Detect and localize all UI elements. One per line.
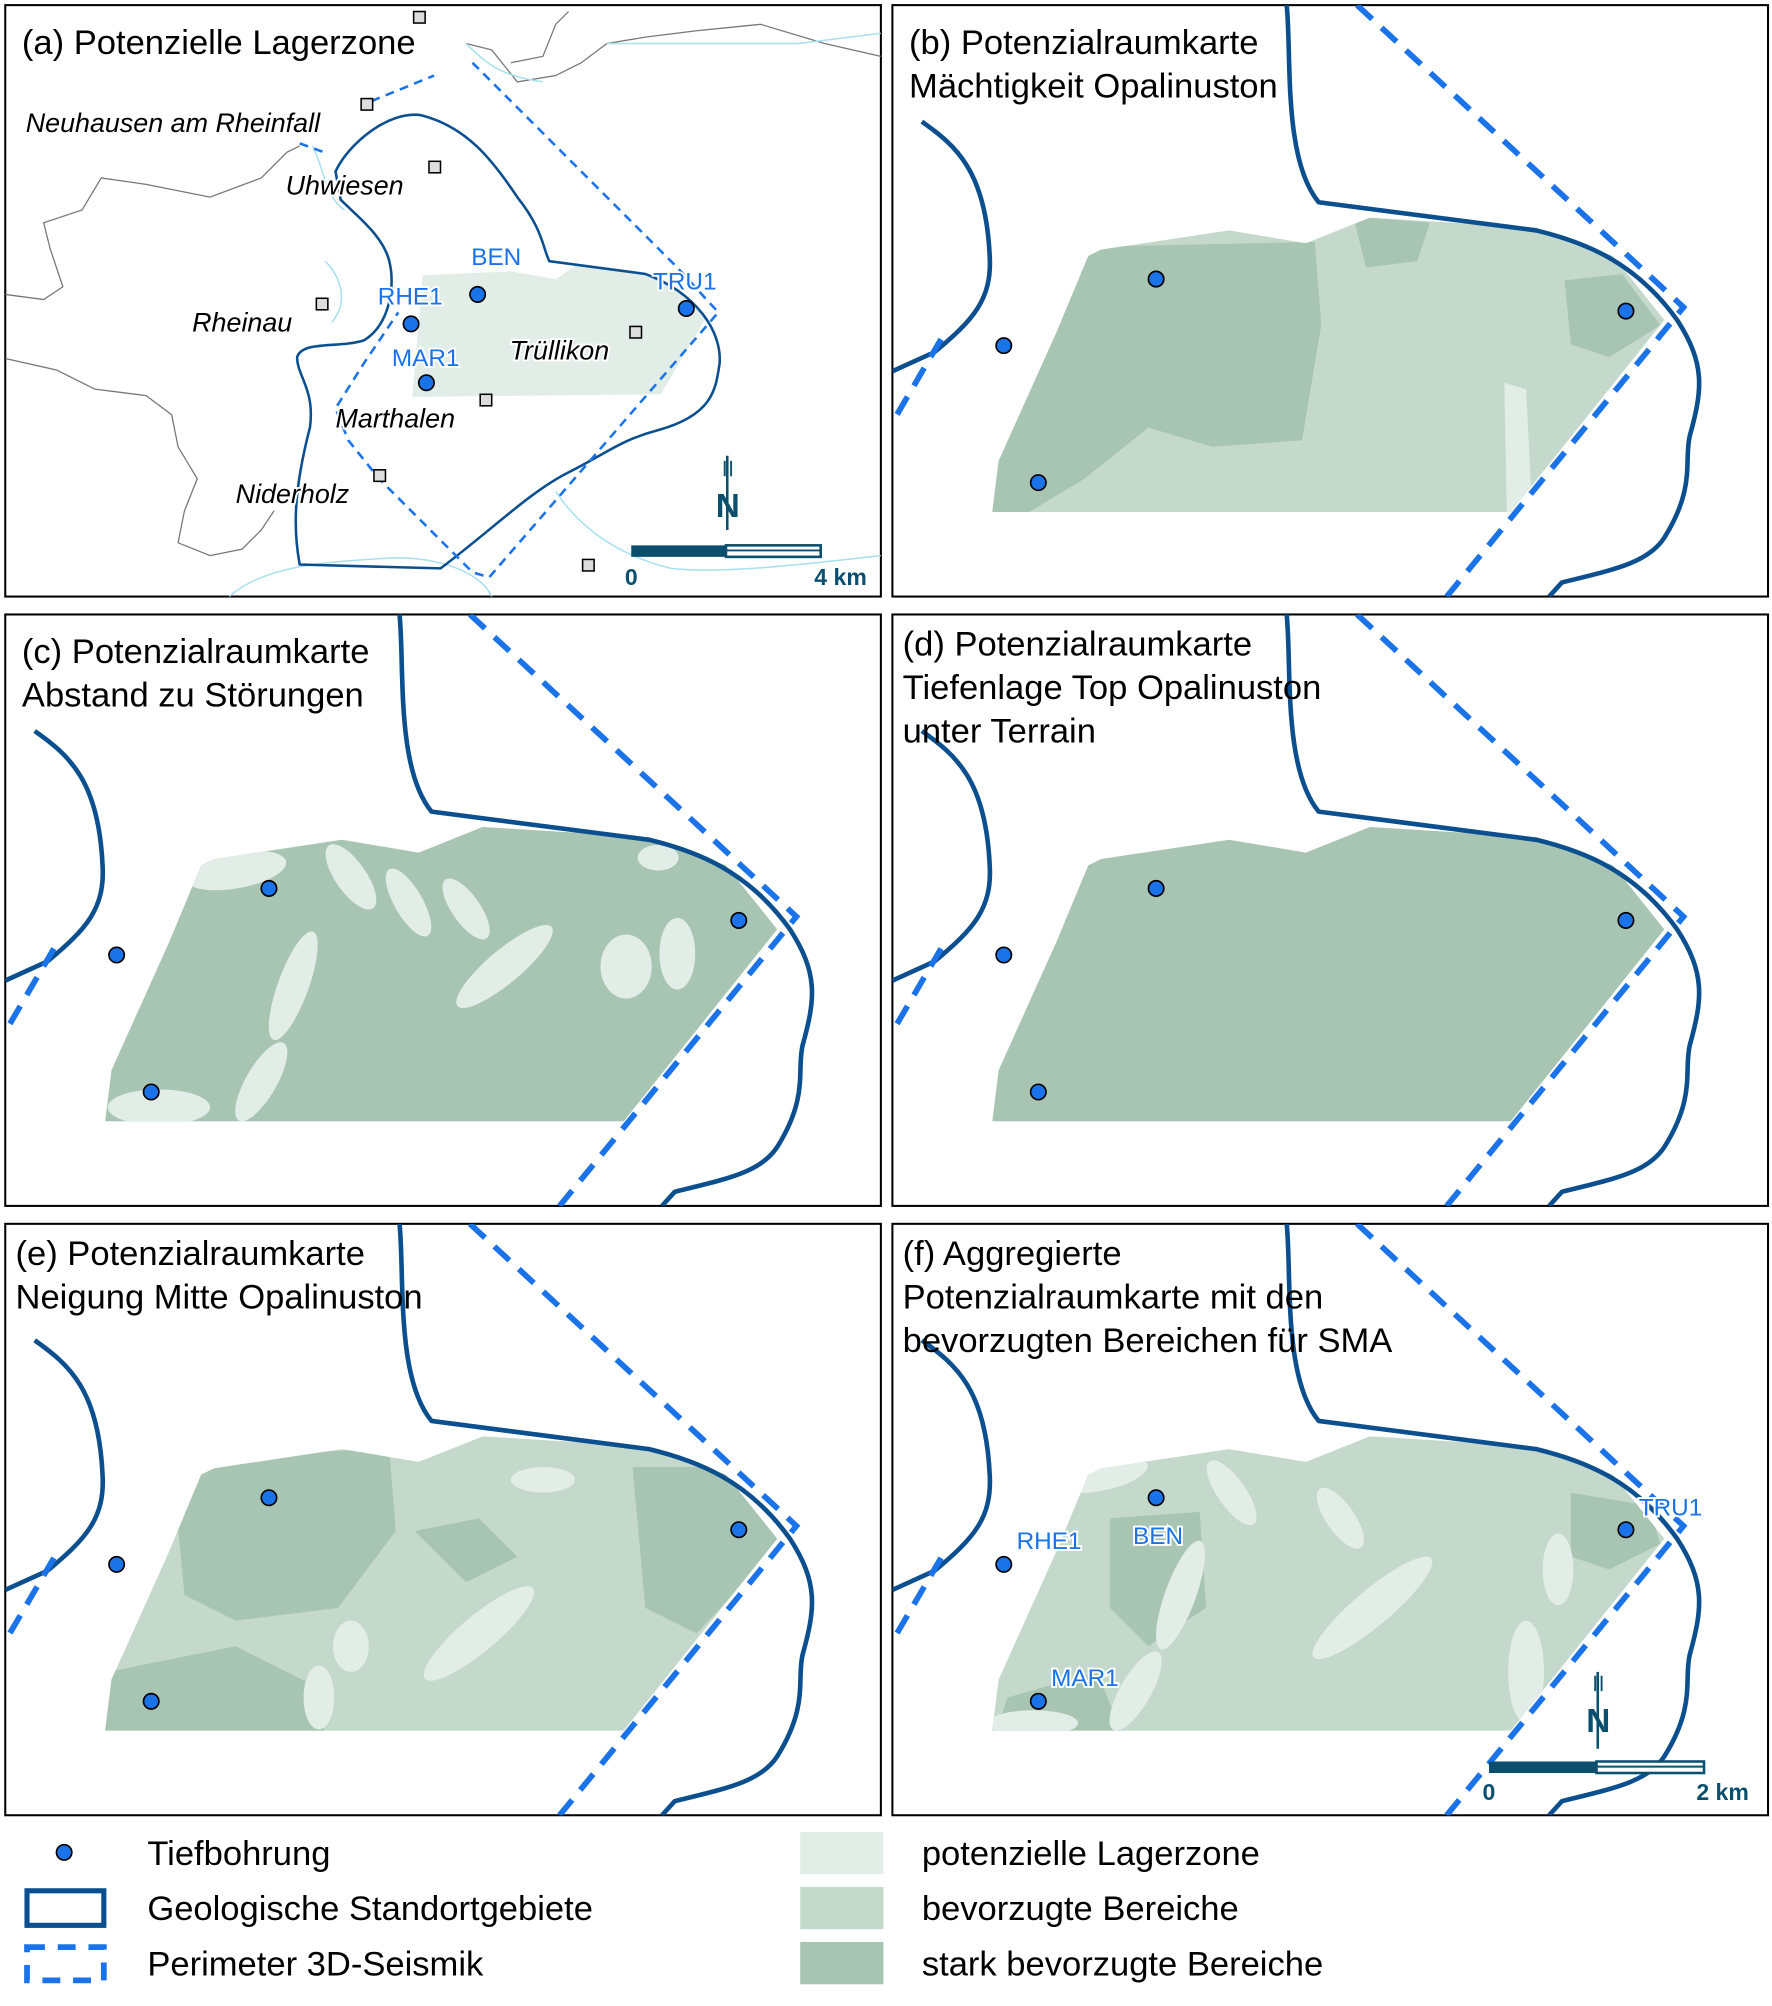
svg-text:0: 0 bbox=[1483, 1779, 1496, 1805]
country-border bbox=[5, 11, 881, 557]
light-swatch-icon bbox=[800, 1831, 884, 1875]
panel-title: (d) Potenzialraumkarte bbox=[903, 625, 1252, 663]
north-arrow-icon: N bbox=[1586, 1671, 1610, 1749]
place-label: Trüllikon bbox=[510, 336, 610, 366]
perimeter-3d-seismic bbox=[299, 61, 721, 579]
north-arrow-icon: N bbox=[716, 455, 740, 530]
borehole-label: TRU1 bbox=[1639, 1495, 1703, 1522]
borehole-label: RHE1 bbox=[1017, 1528, 1082, 1555]
panel-b: (b) Potenzialraumkarte Mächtigkeit Opali… bbox=[891, 4, 1770, 598]
legend-label: Geologische Standortgebiete bbox=[147, 1890, 593, 1928]
legend-label: potenzielle Lagerzone bbox=[922, 1835, 1260, 1873]
panel-a: Neuhausen am Rheinfall Uhwiesen Rheinau … bbox=[4, 4, 882, 598]
borehole-label: BEN bbox=[471, 244, 521, 271]
svg-text:N: N bbox=[1586, 1703, 1610, 1740]
panel-title: unter Terrain bbox=[903, 712, 1096, 750]
legend: Tiefbohrung Geologische Standortgebiete … bbox=[24, 1831, 1323, 1985]
legend-label: Tiefbohrung bbox=[147, 1835, 330, 1873]
panel-title: Tiefenlage Top Opalinuston bbox=[903, 669, 1322, 707]
svg-text:4 km: 4 km bbox=[814, 564, 867, 590]
panel-title: Potenzialraumkarte mit den bbox=[903, 1278, 1324, 1316]
geological-siting-region bbox=[294, 113, 721, 570]
panel-title: (b) Potenzialraumkarte bbox=[909, 24, 1258, 62]
boreholes bbox=[402, 285, 695, 392]
villages bbox=[315, 10, 643, 572]
panel-title: Mächtigkeit Opalinuston bbox=[909, 67, 1278, 105]
panel-d: (d) Potenzialraumkarte Tiefenlage Top Op… bbox=[891, 613, 1770, 1207]
svg-text:2 km: 2 km bbox=[1696, 1779, 1749, 1805]
panel-title: Abstand zu Störungen bbox=[22, 677, 364, 715]
panel-f: RHE1 BEN MAR1 TRU1 N 0 2 km (f) Aggregie… bbox=[891, 1222, 1770, 1817]
borehole-label: BEN bbox=[1133, 1523, 1183, 1550]
place-label: Niderholz bbox=[236, 479, 350, 509]
scale-bar: 0 2 km bbox=[1483, 1760, 1749, 1805]
potential-storage-zone bbox=[412, 266, 707, 397]
panel-title: (a) Potenzielle Lagerzone bbox=[22, 24, 416, 62]
place-label: Uhwiesen bbox=[286, 171, 404, 201]
scale-bar: 0 4 km bbox=[625, 544, 867, 590]
borehole-label: MAR1 bbox=[1051, 1665, 1119, 1692]
panel-c: (c) Potenzialraumkarte Abstand zu Störun… bbox=[4, 613, 882, 1207]
place-label: Rheinau bbox=[192, 308, 292, 338]
place-label: Neuhausen am Rheinfall bbox=[26, 108, 321, 138]
dark-swatch-icon bbox=[800, 1941, 884, 1985]
panel-title: (e) Potenzialraumkarte bbox=[15, 1235, 364, 1273]
legend-label: Perimeter 3D-Seismik bbox=[147, 1945, 484, 1983]
borehole-dot-icon bbox=[55, 1843, 73, 1861]
borehole-label: MAR1 bbox=[392, 345, 460, 372]
borehole-label: TRU1 bbox=[653, 268, 717, 295]
panel-title: (f) Aggregierte bbox=[903, 1235, 1122, 1273]
legend-label: bevorzugte Bereiche bbox=[922, 1890, 1239, 1928]
medium-swatch-icon bbox=[800, 1886, 884, 1930]
river bbox=[228, 32, 881, 597]
legend-label: stark bevorzugte Bereiche bbox=[922, 1945, 1323, 1983]
svg-text:N: N bbox=[716, 488, 740, 525]
borehole-label: RHE1 bbox=[378, 284, 443, 311]
svg-text:0: 0 bbox=[625, 564, 638, 590]
panel-title: Neigung Mitte Opalinuston bbox=[15, 1278, 422, 1316]
panel-title: (c) Potenzialraumkarte bbox=[22, 633, 370, 671]
seismic-perimeter-outline-icon bbox=[24, 1944, 107, 1984]
place-label: Marthalen bbox=[336, 404, 456, 434]
siting-region-outline-icon bbox=[24, 1888, 107, 1928]
panel-title: bevorzugten Bereichen für SMA bbox=[903, 1322, 1393, 1360]
panel-e: (e) Potenzialraumkarte Neigung Mitte Opa… bbox=[4, 1222, 882, 1817]
suitability-raster bbox=[992, 217, 1665, 513]
